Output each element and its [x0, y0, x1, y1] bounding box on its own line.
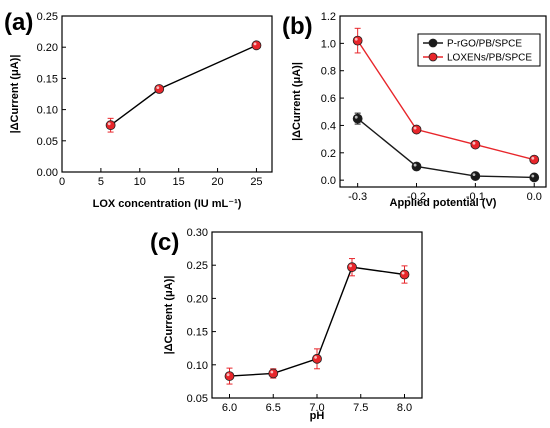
panel-label: (a) [4, 9, 33, 36]
x-axis-title: LOX concentration (IU mL⁻¹) [93, 198, 242, 210]
plot-frame [61, 15, 273, 173]
y-tick-label: 0.20 [187, 293, 208, 305]
panel-label: (b) [282, 13, 313, 40]
legend-entry: LOXENs/PB/SPCE [447, 53, 532, 64]
x-tick-label: -0.3 [348, 191, 367, 203]
data-point [352, 35, 363, 46]
data-point [411, 161, 422, 172]
plot-frame [339, 15, 547, 188]
x-axis-title: pH [310, 410, 325, 422]
series-line [357, 40, 535, 161]
x-tick-label: 5 [98, 176, 104, 188]
y-tick-label: 0.6 [321, 93, 336, 105]
data-point [251, 40, 262, 51]
y-tick-label: 0.15 [187, 327, 208, 339]
y-tick-label: 0.10 [187, 360, 208, 372]
data-point-highlight [226, 373, 230, 377]
x-tick-label: 20 [211, 176, 223, 188]
y-axis-title: |ΔCurrent (μA)| [9, 55, 21, 134]
data-point [470, 139, 481, 150]
chart-panel-1: (b) -0.3 -0.2 -0.1 0.0 0.0 0.2 0.4 0.6 0.8 1.0 1.2 A… [282, 11, 547, 209]
y-axis-title: |ΔCurrent (μA)| [163, 276, 175, 355]
series-0 [224, 258, 410, 385]
y-tick-label: 0.05 [37, 136, 58, 148]
data-point [105, 120, 116, 131]
y-tick-label: 0.25 [37, 11, 58, 23]
data-point-highlight [531, 174, 535, 178]
data-point-highlight [107, 122, 111, 126]
data-point [268, 368, 279, 379]
legend-swatch-marker [428, 38, 438, 48]
y-tick-label: 0.30 [187, 227, 208, 239]
series-line [110, 44, 257, 126]
chart-panel-2: (c) 6.0 6.5 7.0 7.5 8.0 0.05 0.10 0.15 0.20 0.25 0.… [150, 227, 423, 422]
x-tick-label: 10 [134, 176, 146, 188]
x-tick-label: 0.0 [527, 191, 542, 203]
chart-panel-0: (a) 0 5 10 15 20 25 0.00 0.05 0.10 0.15 0.20 0.25 LOX… [4, 9, 273, 210]
x-tick-label: 25 [250, 176, 262, 188]
y-axis-title: |ΔCurrent (μA)| [291, 62, 303, 141]
y-tick-label: 1.0 [321, 38, 336, 50]
x-tick-label: -0.1 [466, 191, 485, 203]
data-point-highlight [472, 173, 476, 177]
x-tick-label: 0 [59, 176, 65, 188]
series-0 [352, 112, 540, 183]
legend: P-rGO/PB/SPCE LOXENs/PB/SPCE [417, 33, 541, 67]
x-tick-label: -0.2 [407, 191, 426, 203]
data-point-highlight [401, 271, 405, 275]
data-point [347, 262, 357, 273]
data-point-highlight [472, 141, 476, 145]
data-point [399, 269, 410, 280]
series-line [357, 118, 535, 179]
data-point [224, 371, 235, 381]
y-tick-label: 0.15 [37, 73, 58, 85]
y-tick-label: 0.00 [37, 167, 58, 179]
data-point [154, 84, 165, 94]
y-tick-label: 0.05 [187, 393, 208, 405]
data-point [529, 154, 540, 165]
plot-frame [211, 231, 423, 399]
y-tick-label: 0.8 [321, 66, 336, 78]
x-tick-label: 7.5 [353, 402, 368, 414]
data-point [312, 353, 322, 364]
data-point-highlight [354, 37, 358, 41]
legend-entry: P-rGO/PB/SPCE [447, 39, 522, 50]
data-point-highlight [270, 370, 274, 374]
y-tick-label: 0.0 [321, 175, 336, 187]
data-point-highlight [413, 163, 417, 167]
data-point [529, 172, 540, 183]
y-tick-label: 1.2 [321, 11, 336, 23]
x-tick-label: 15 [173, 176, 185, 188]
x-tick-label: 7.0 [309, 402, 324, 414]
y-tick-label: 0.10 [37, 105, 58, 117]
x-tick-label: 6.0 [222, 402, 237, 414]
legend-box [417, 33, 541, 67]
data-point [411, 124, 422, 135]
y-tick-label: 0.4 [321, 120, 336, 132]
series-1 [352, 27, 540, 165]
data-point-highlight [413, 126, 417, 130]
x-tick-label: 6.5 [266, 402, 281, 414]
y-tick-label: 0.20 [37, 42, 58, 54]
panel-label: (c) [150, 229, 179, 256]
x-axis-title: Applied potential (V) [390, 197, 497, 209]
data-point-highlight [314, 356, 317, 359]
data-point-highlight [349, 264, 352, 268]
legend-swatch-marker [428, 52, 438, 62]
y-tick-label: 0.25 [187, 260, 208, 272]
x-tick-label: 8.0 [397, 402, 412, 414]
data-point-highlight [531, 156, 535, 160]
y-tick-label: 0.2 [321, 148, 336, 160]
data-point-highlight [354, 115, 358, 119]
data-point [352, 113, 363, 124]
data-point-highlight [253, 42, 257, 46]
data-point-highlight [156, 86, 160, 90]
series-0 [105, 40, 262, 133]
data-point [470, 171, 481, 181]
